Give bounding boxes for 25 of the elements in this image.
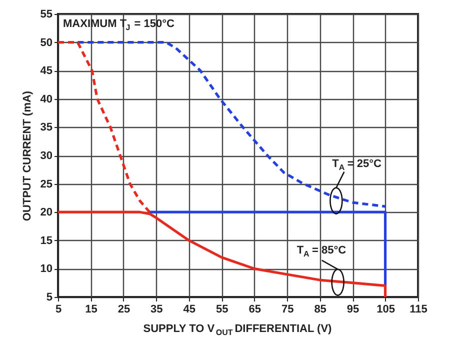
y-tick-label: 35 — [40, 122, 52, 134]
y-tick-label: 50 — [40, 36, 52, 49]
y-tick-label: 55 — [40, 8, 52, 20]
x-tick-label: 25 — [118, 304, 130, 316]
y-axis-title: OUTPUT CURRENT (mA) — [21, 90, 34, 222]
x-tick-label: 5 — [55, 304, 62, 316]
x-tick-label: 35 — [150, 304, 163, 316]
y-tick-label: 10 — [40, 263, 52, 276]
y-tick-label: 5 — [46, 292, 52, 304]
x-tick-label: 115 — [410, 304, 428, 316]
x-tick-label: 85 — [314, 304, 326, 316]
x-tick-label: 75 — [281, 304, 294, 316]
y-tick-label: 25 — [40, 178, 52, 190]
x-tick-label: 45 — [183, 304, 196, 316]
x-tick-label: 55 — [216, 304, 228, 316]
y-tick-label: 45 — [40, 65, 52, 78]
y-tick-label: 15 — [40, 234, 52, 247]
y-tick-label: 30 — [40, 150, 52, 162]
y-tick-label: 40 — [40, 93, 52, 106]
x-tick-label: 95 — [346, 304, 360, 316]
x-tick-label: 65 — [248, 304, 261, 316]
x-tick-label: 15 — [85, 304, 98, 316]
x-tick-label: 105 — [376, 304, 395, 316]
y-tick-label: 20 — [40, 206, 52, 219]
line-series — [76, 41, 387, 208]
